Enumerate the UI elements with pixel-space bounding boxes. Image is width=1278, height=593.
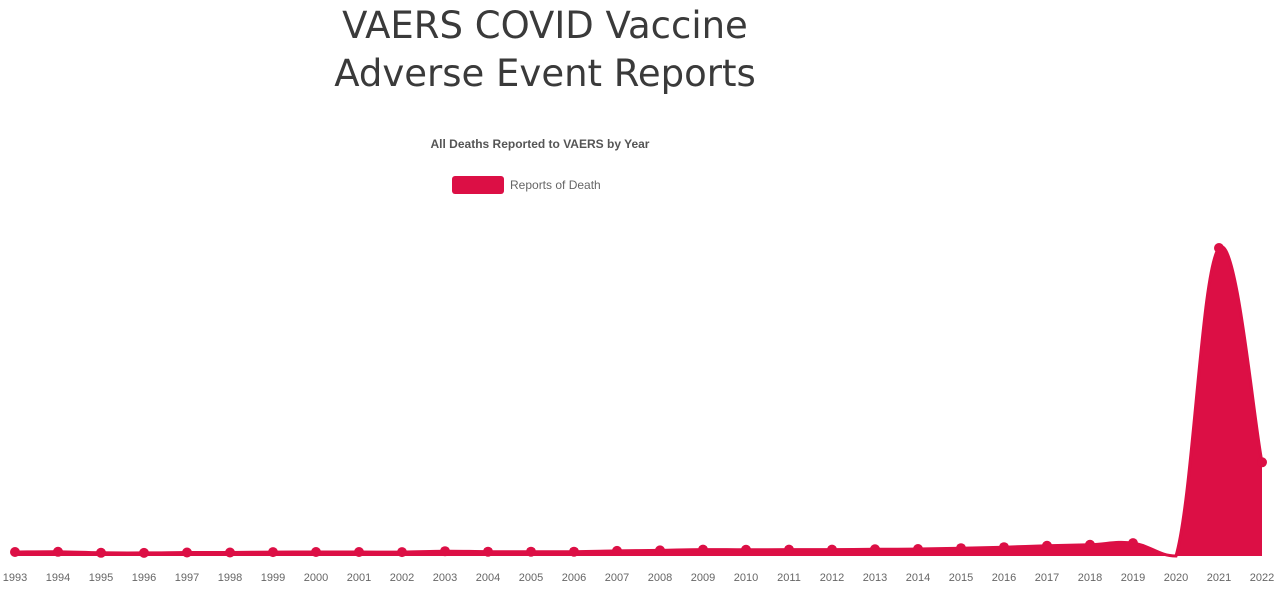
data-point-2015[interactable] [956, 543, 966, 554]
legend-label: Reports of Death [510, 178, 601, 192]
page-title-line2: Adverse Event Reports [334, 52, 756, 95]
data-point-2011[interactable] [784, 544, 794, 555]
x-tick-label-2017: 2017 [1035, 572, 1059, 584]
x-tick-label-1999: 1999 [261, 572, 285, 584]
data-point-2002[interactable] [397, 547, 407, 558]
legend-swatch [452, 176, 504, 194]
x-tick-label-2019: 2019 [1121, 572, 1145, 584]
data-point-1998[interactable] [225, 547, 235, 558]
data-point-1995[interactable] [96, 547, 106, 558]
x-tick-label-2012: 2012 [820, 572, 844, 584]
data-point-2004[interactable] [483, 546, 493, 557]
data-point-1994[interactable] [53, 546, 63, 557]
chart-legend[interactable]: Reports of Death [452, 176, 601, 194]
page-title: VAERS COVID Vaccine Adverse Event Report… [0, 2, 1090, 98]
x-tick-label-2015: 2015 [949, 572, 973, 584]
data-point-2007[interactable] [612, 545, 622, 556]
data-point-2006[interactable] [569, 546, 579, 557]
x-tick-label-2013: 2013 [863, 572, 887, 584]
data-point-2005[interactable] [526, 546, 536, 557]
x-tick-label-2005: 2005 [519, 572, 543, 584]
x-tick-label-1995: 1995 [89, 572, 113, 584]
x-tick-label-2004: 2004 [476, 572, 500, 584]
data-point-2009[interactable] [698, 544, 708, 555]
data-point-2017[interactable] [1042, 540, 1052, 551]
x-tick-label-1993: 1993 [3, 572, 27, 584]
x-tick-label-1997: 1997 [175, 572, 199, 584]
data-point-2008[interactable] [655, 545, 665, 556]
data-point-2021[interactable] [1214, 243, 1224, 253]
x-tick-label-2003: 2003 [433, 572, 457, 584]
x-tick-label-2007: 2007 [605, 572, 629, 584]
data-point-1996[interactable] [139, 547, 149, 558]
x-tick-label-1994: 1994 [46, 572, 70, 584]
chart-title: All Deaths Reported to VAERS by Year [430, 137, 650, 151]
x-tick-label-2022: 2022 [1250, 572, 1274, 584]
data-point-2000[interactable] [311, 547, 321, 557]
x-tick-label-2021: 2021 [1207, 572, 1231, 584]
data-point-1997[interactable] [182, 547, 192, 558]
data-point-2012[interactable] [827, 544, 837, 555]
page-title-line1: VAERS COVID Vaccine [342, 4, 748, 47]
data-point-2018[interactable] [1085, 539, 1095, 550]
data-point-2016[interactable] [999, 542, 1009, 553]
data-point-1993[interactable] [10, 547, 20, 557]
x-tick-label-1996: 1996 [132, 572, 156, 584]
data-point-2022[interactable] [1257, 457, 1267, 468]
x-tick-label-2010: 2010 [734, 572, 758, 584]
data-point-2014[interactable] [913, 544, 923, 554]
x-tick-label-2011: 2011 [777, 572, 801, 584]
x-tick-label-2020: 2020 [1164, 572, 1188, 584]
x-tick-label-1998: 1998 [218, 572, 242, 584]
series-area [15, 246, 1262, 557]
series-line [14, 245, 1264, 558]
x-tick-label-2018: 2018 [1078, 572, 1102, 584]
x-tick-label-2009: 2009 [691, 572, 715, 584]
data-point-2010[interactable] [741, 544, 751, 555]
data-point-2001[interactable] [354, 547, 364, 557]
data-point-1999[interactable] [268, 547, 278, 558]
x-tick-label-2014: 2014 [906, 572, 930, 584]
data-point-2013[interactable] [870, 544, 880, 555]
x-tick-label-2006: 2006 [562, 572, 586, 584]
data-point-2003[interactable] [440, 546, 450, 557]
x-tick-label-2000: 2000 [304, 572, 328, 584]
x-tick-label-2008: 2008 [648, 572, 672, 584]
x-tick-label-2016: 2016 [992, 572, 1016, 584]
data-point-2019[interactable] [1128, 538, 1138, 549]
x-tick-label-2002: 2002 [390, 572, 414, 584]
x-tick-label-2001: 2001 [347, 572, 371, 584]
